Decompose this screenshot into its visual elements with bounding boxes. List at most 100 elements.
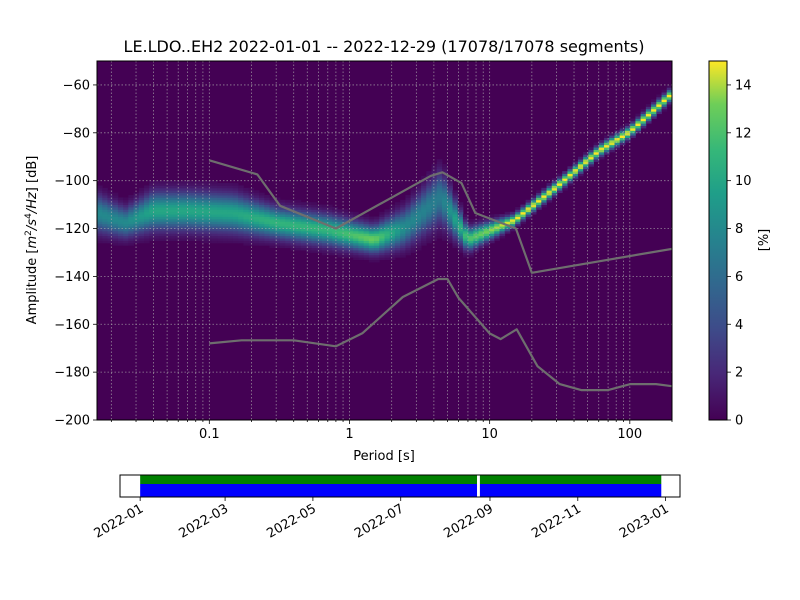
heat-cell xyxy=(138,230,145,234)
heat-cell xyxy=(483,235,490,239)
heat-cell xyxy=(394,230,401,234)
heat-cell xyxy=(651,108,657,112)
heat-cell xyxy=(431,190,438,194)
heat-cell xyxy=(415,228,422,232)
heat-cell xyxy=(452,195,459,198)
heat-cell xyxy=(332,216,338,220)
heat-cell xyxy=(300,245,307,249)
heat-cell xyxy=(415,240,422,244)
heat-cell xyxy=(400,240,406,244)
heat-cell xyxy=(640,108,647,112)
heat-cell xyxy=(619,125,626,129)
heat-cell xyxy=(227,192,234,196)
heat-cell xyxy=(442,197,448,201)
heat-cell xyxy=(384,214,391,217)
heat-cell xyxy=(253,199,260,203)
heat-cell xyxy=(332,218,338,222)
heat-cell xyxy=(577,163,584,167)
heat-cell xyxy=(337,221,344,225)
heat-cell xyxy=(546,183,553,186)
heat-cell xyxy=(593,159,600,162)
heat-cell xyxy=(112,228,119,232)
heat-cell xyxy=(212,185,218,189)
heat-cell xyxy=(321,245,328,249)
heat-cell xyxy=(609,135,615,138)
heat-cell xyxy=(222,190,229,194)
heat-cell xyxy=(144,214,150,217)
heat-cell xyxy=(112,214,119,217)
heat-cell xyxy=(515,218,521,222)
heat-cell xyxy=(374,254,380,258)
heat-cell xyxy=(144,192,150,196)
heat-cell xyxy=(112,233,119,237)
heat-cell xyxy=(180,216,187,220)
heat-cell xyxy=(290,199,297,203)
heat-cell xyxy=(421,195,427,198)
heat-cell xyxy=(384,250,391,253)
heat-cell xyxy=(238,240,244,244)
heat-cell xyxy=(102,223,108,227)
heat-cell xyxy=(332,235,338,239)
heat-cell xyxy=(107,226,114,229)
heat-cell xyxy=(133,223,140,227)
heat-cell xyxy=(624,135,631,138)
heat-cell xyxy=(421,187,427,191)
heat-cell xyxy=(447,228,453,232)
heat-cell xyxy=(243,209,249,213)
heat-cell xyxy=(274,230,281,234)
heat-cell xyxy=(191,230,197,234)
heat-cell xyxy=(661,99,668,103)
heat-cell xyxy=(180,209,187,213)
heat-cell xyxy=(321,209,328,213)
heat-cell xyxy=(447,178,453,182)
heat-cell xyxy=(504,226,511,229)
heat-cell xyxy=(290,233,297,237)
heat-cell xyxy=(431,211,438,215)
heat-cell xyxy=(159,238,166,241)
heat-cell xyxy=(185,192,192,196)
heat-cell xyxy=(227,204,234,208)
heat-cell xyxy=(191,211,197,215)
heat-cell xyxy=(473,218,479,222)
heat-cell xyxy=(452,228,459,232)
heat-cell xyxy=(300,235,307,239)
heat-cell xyxy=(327,247,333,251)
heat-cell xyxy=(447,230,453,234)
heat-cell xyxy=(144,206,150,210)
heat-cell xyxy=(154,209,161,213)
heat-cell xyxy=(562,180,568,184)
heat-cell xyxy=(154,192,161,196)
heat-cell xyxy=(295,238,302,241)
heat-cell xyxy=(107,209,114,213)
heat-cell xyxy=(164,230,171,234)
heat-cell xyxy=(259,240,265,244)
heat-cell xyxy=(269,228,276,232)
heat-cell xyxy=(583,161,589,165)
heat-cell xyxy=(666,92,672,95)
heat-cell xyxy=(243,190,249,194)
heat-cell xyxy=(248,211,255,215)
heat-cell xyxy=(222,238,229,241)
heat-cell xyxy=(499,226,506,229)
heat-cell xyxy=(285,221,291,225)
heat-cell xyxy=(661,106,668,110)
heat-cell xyxy=(102,235,108,239)
heat-cell xyxy=(316,211,323,215)
heat-cell xyxy=(426,204,432,208)
heat-cell xyxy=(541,197,547,201)
heat-cell xyxy=(593,144,600,148)
heat-cell xyxy=(295,202,302,205)
heat-cell xyxy=(489,221,495,225)
heat-cell xyxy=(452,230,459,234)
heat-cell xyxy=(421,235,427,239)
heat-cell xyxy=(264,240,270,244)
heat-cell xyxy=(306,202,312,205)
heat-cell xyxy=(311,238,317,241)
heat-cell xyxy=(661,96,668,100)
heat-cell xyxy=(436,175,443,179)
heat-cell xyxy=(431,204,438,208)
heat-cell xyxy=(238,199,244,203)
heat-cell xyxy=(405,245,412,249)
heat-cell xyxy=(117,204,124,208)
